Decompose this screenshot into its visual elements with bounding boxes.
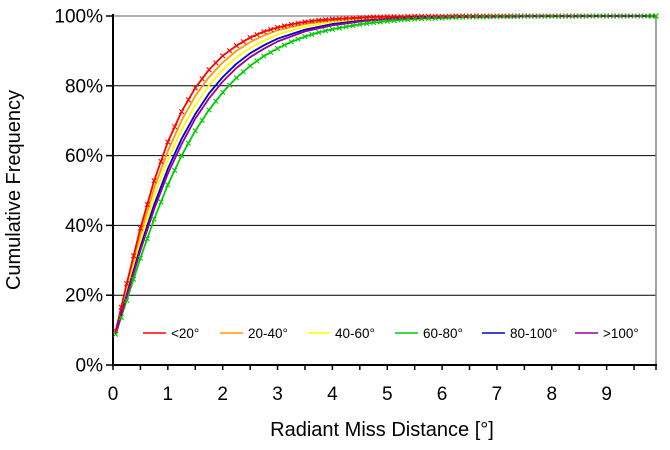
legend-item-80-100°: 80-100° [482,326,557,341]
y-tick-label: 0% [76,356,104,377]
legend-item->100°: >100° [575,326,639,341]
x-tick-label: 6 [437,384,448,405]
x-tick-label: 5 [382,384,393,405]
series-layer [113,13,659,337]
y-tick-label: 40% [65,216,103,237]
y-tick-label: 80% [65,76,103,97]
x-tick-label: 3 [272,384,283,405]
legend-item-40-60°: 40-60° [307,326,375,341]
series-line-60-80° [114,15,656,335]
legend-item-<20°: <20° [143,326,199,341]
legend-label: 20-40° [248,326,288,341]
series-markers-60-80° [113,13,659,337]
y-tick-label: 60% [65,146,103,167]
x-axis-title: Radiant Miss Distance [°] [270,419,494,441]
legend-label: 80-100° [510,326,557,341]
x-tick-label: 0 [108,384,119,405]
x-tick-label: 4 [327,384,338,405]
y-tick-label: 20% [65,286,103,307]
x-tick-label: 1 [163,384,174,405]
series-markers-<20° [113,13,659,334]
y-tick-label: 100% [54,7,103,28]
grid-layer [113,15,657,365]
legend-item-20-40°: 20-40° [220,326,288,341]
x-tick-label: 8 [546,384,557,405]
series-line-20-40° [114,15,656,333]
series-line-<20° [114,15,656,332]
x-tick-label: 7 [492,384,503,405]
legend-label: >100° [603,326,639,341]
x-tick-label: 9 [601,384,612,405]
series-line->100° [114,15,656,334]
x-tick-label: 2 [217,384,228,405]
legend-label: 60-80° [423,326,463,341]
axis-layer: 0% 20% 40% 60% 80% 100% 0 1 2 3 4 5 6 7 8 9 [54,7,657,405]
series-line-40-60° [114,15,656,333]
legend-label: 40-60° [335,326,375,341]
y-axis-title: Cumulative Frequency [3,90,25,290]
legend-item-60-80°: 60-80° [395,326,463,341]
legend-label: <20° [171,326,199,341]
series-line-80-100° [114,15,656,334]
legend: <20° 20-40° 40-60° 60-80° 80-100° >100° [143,326,639,341]
